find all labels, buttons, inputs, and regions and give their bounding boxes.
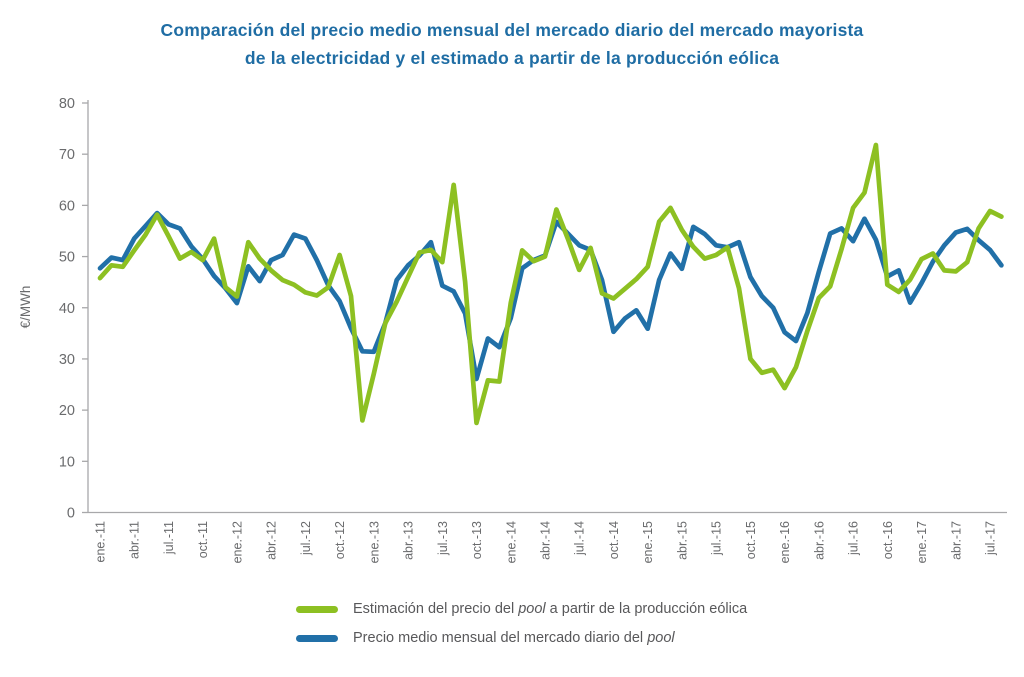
x-tick-label: abr.-13 (402, 521, 416, 560)
legend-label-estimacion: Estimación del precio del pool a partir … (353, 601, 748, 617)
x-tick-label: oct.-13 (470, 521, 484, 559)
x-tick-label: jul.-13 (436, 521, 450, 556)
x-tick-label: abr.-17 (949, 521, 963, 560)
y-tick-label: 40 (59, 301, 75, 317)
x-tick-label: abr.-15 (675, 521, 689, 560)
legend-item-estimacion: Estimación del precio del pool a partir … (296, 601, 747, 617)
chart-legend: Estimación del precio del pool a partir … (296, 601, 747, 646)
x-tick-label: jul.-12 (299, 521, 313, 556)
y-tick-label: 30 (59, 352, 75, 368)
series-line-estimacion (97, 142, 1004, 426)
legend-item-pool: Precio medio mensual del mercado diario … (296, 630, 747, 646)
x-tick-label: abr.-11 (128, 521, 142, 559)
x-tick-label: jul.-15 (710, 521, 724, 556)
x-tick-label: jul.-17 (983, 521, 997, 556)
x-tick-label: ene.-17 (915, 521, 929, 563)
x-tick-label: ene.-14 (504, 521, 518, 563)
legend-swatch-estimacion (296, 605, 338, 613)
legend-swatch-pool (296, 634, 338, 642)
chart-title: Comparación del precio medio mensual del… (0, 16, 1024, 72)
legend-label-pool: Precio medio mensual del mercado diario … (353, 630, 675, 646)
y-axis-title: €/MWh (18, 286, 33, 329)
y-tick-label: 20 (59, 403, 75, 419)
x-tick-label: ene.-16 (778, 521, 792, 563)
chart-title-line-2: de la electricidad y el estimado a parti… (244, 48, 780, 68)
x-tick-label: ene.-13 (367, 521, 381, 563)
x-tick-label: ene.-11 (94, 521, 108, 563)
x-tick-label: abr.-16 (812, 521, 826, 560)
y-tick-label: 0 (67, 506, 75, 522)
x-tick-label: ene.-15 (641, 521, 655, 563)
x-tick-label: oct.-16 (881, 521, 895, 559)
x-tick-label: oct.-11 (196, 521, 210, 558)
x-tick-label: jul.-11 (162, 521, 176, 555)
y-tick-label: 60 (59, 198, 75, 214)
x-tick-label: jul.-16 (847, 521, 861, 556)
x-tick-label: ene.-12 (230, 521, 244, 563)
x-tick-label: abr.-14 (538, 521, 552, 560)
y-tick-label: 80 (59, 96, 75, 112)
x-tick-label: abr.-12 (265, 521, 279, 560)
y-tick-label: 10 (59, 454, 75, 470)
x-tick-label: oct.-14 (607, 521, 621, 559)
x-tick-label: oct.-15 (744, 521, 758, 559)
y-tick-label: 70 (59, 147, 75, 163)
x-tick-label: jul.-14 (573, 521, 587, 556)
y-tick-label: 50 (59, 250, 75, 266)
x-tick-label: oct.-12 (333, 521, 347, 559)
chart-title-line-1: Comparación del precio medio mensual del… (160, 20, 864, 40)
